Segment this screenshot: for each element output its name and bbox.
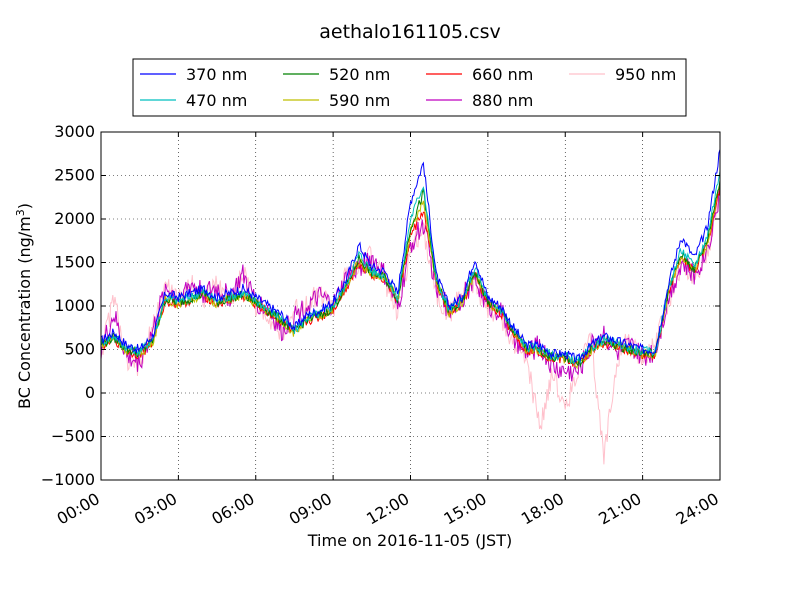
y-tick-label: 2500: [54, 166, 95, 185]
series-line-370-nm: [101, 149, 720, 363]
legend-entry: 590 nm: [283, 91, 390, 110]
y-axis-label: BC Concentration (ng/m3): [14, 203, 35, 409]
y-axis-label-main: BC Concentration (ng/m: [15, 216, 34, 409]
y-tick-label: −500: [51, 427, 95, 446]
series-line-590-nm: [101, 184, 720, 370]
series-line-470-nm: [101, 171, 720, 365]
y-axis-label-superscript: 3: [14, 209, 27, 216]
y-tick-label: 1500: [54, 253, 95, 272]
legend-label: 950 nm: [615, 65, 676, 84]
legend-label: 520 nm: [329, 65, 390, 84]
y-tick-label: 1000: [54, 296, 95, 315]
y-axis-label-end: ): [15, 203, 34, 209]
legend-entry: 470 nm: [140, 91, 247, 110]
x-axis-label: Time on 2016-11-05 (JST): [307, 531, 512, 550]
series-line-520-nm: [101, 179, 720, 368]
legend: 370 nm 470 nm 520 nm 590 nm 660 nm 880 nm 950 …: [132, 58, 687, 117]
legend-label: 660 nm: [472, 65, 533, 84]
legend-label: 590 nm: [329, 91, 390, 110]
legend-entry: 950 nm: [569, 65, 676, 84]
series-lines: [101, 149, 720, 465]
y-tick-label: −1000: [41, 470, 95, 489]
legend-label: 880 nm: [472, 91, 533, 110]
chart-title: aethalo161105.csv: [319, 21, 501, 43]
y-tick-label: 500: [64, 340, 95, 359]
y-tick-label: 0: [85, 383, 95, 402]
legend-entry: 880 nm: [426, 91, 533, 110]
legend-label: 470 nm: [186, 91, 247, 110]
legend-entry: 520 nm: [283, 65, 390, 84]
y-axis-ticks: −1000 −500 0 500 1000 1500 2000 2500 3000: [41, 122, 720, 489]
legend-entry: 660 nm: [426, 65, 533, 84]
y-tick-label: 2000: [54, 209, 95, 228]
legend-label: 370 nm: [186, 65, 247, 84]
y-tick-label: 3000: [54, 122, 95, 141]
legend-entry: 370 nm: [140, 65, 247, 84]
series-line-950-nm: [101, 197, 720, 465]
legend-frame: [132, 58, 687, 117]
